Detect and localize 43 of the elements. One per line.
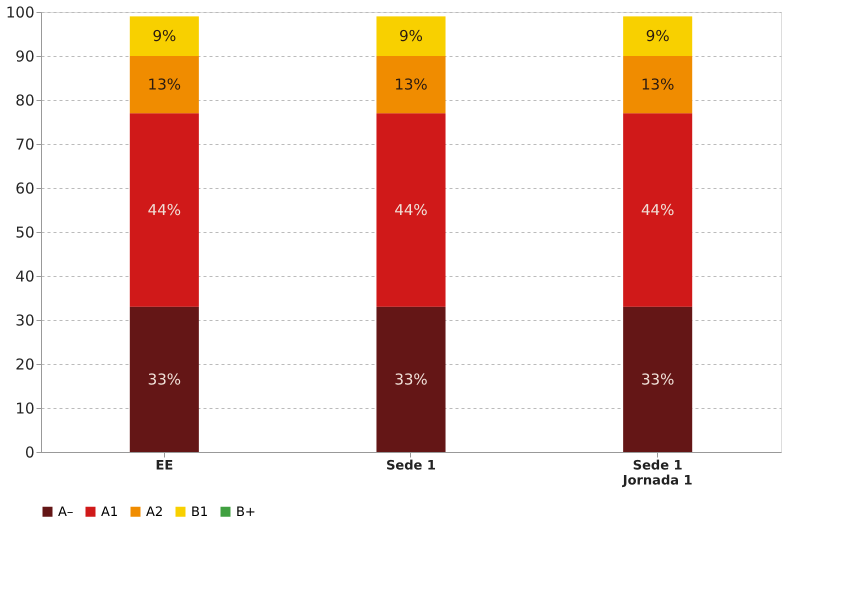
bar [130, 56, 199, 114]
x-tick-label: Sede 1 Jornada 1 [622, 458, 693, 488]
data-label: 13% [148, 76, 182, 94]
bar [130, 113, 199, 307]
bar [130, 16, 199, 56]
bar [376, 16, 446, 56]
bar [623, 113, 692, 307]
data-label: 13% [640, 76, 674, 94]
y-tick-label: 40 [15, 268, 34, 286]
y-tick-label: 0 [24, 444, 34, 462]
data-label: 33% [394, 370, 428, 388]
y-tick-label: 20 [15, 356, 34, 374]
legend-label: A2 [146, 504, 164, 520]
data-label: 9% [646, 27, 670, 46]
data-label: 33% [148, 370, 182, 388]
data-label: 9% [152, 27, 176, 46]
data-label: 13% [394, 76, 428, 94]
y-tick-label: 60 [15, 180, 34, 198]
data-label: 9% [399, 27, 423, 46]
data-label: 33% [640, 370, 674, 388]
y-tick-label: 10 [15, 400, 34, 418]
y-tick-label: 100 [6, 4, 34, 22]
bar [623, 16, 692, 56]
y-tick-label: 90 [15, 48, 34, 66]
y-tick-label: 50 [15, 224, 34, 242]
legend-label: A1 [101, 504, 118, 520]
bar [376, 113, 446, 307]
data-label: 44% [394, 201, 428, 219]
data-label: 44% [148, 201, 182, 219]
bar [623, 56, 692, 114]
bar [130, 306, 199, 452]
y-tick-label: 80 [15, 92, 34, 110]
bar [376, 306, 446, 452]
data-label: 44% [640, 201, 674, 219]
y-tick-label: 30 [15, 312, 34, 330]
bar [376, 56, 446, 114]
x-tick-label: Sede 1 [386, 458, 436, 474]
bar [623, 306, 692, 452]
legend-label: B1 [191, 504, 208, 520]
x-tick-label: EE [155, 458, 174, 474]
y-tick-label: 70 [15, 136, 34, 154]
legend-label: B+ [236, 504, 256, 520]
legend-label: A– [58, 504, 74, 520]
